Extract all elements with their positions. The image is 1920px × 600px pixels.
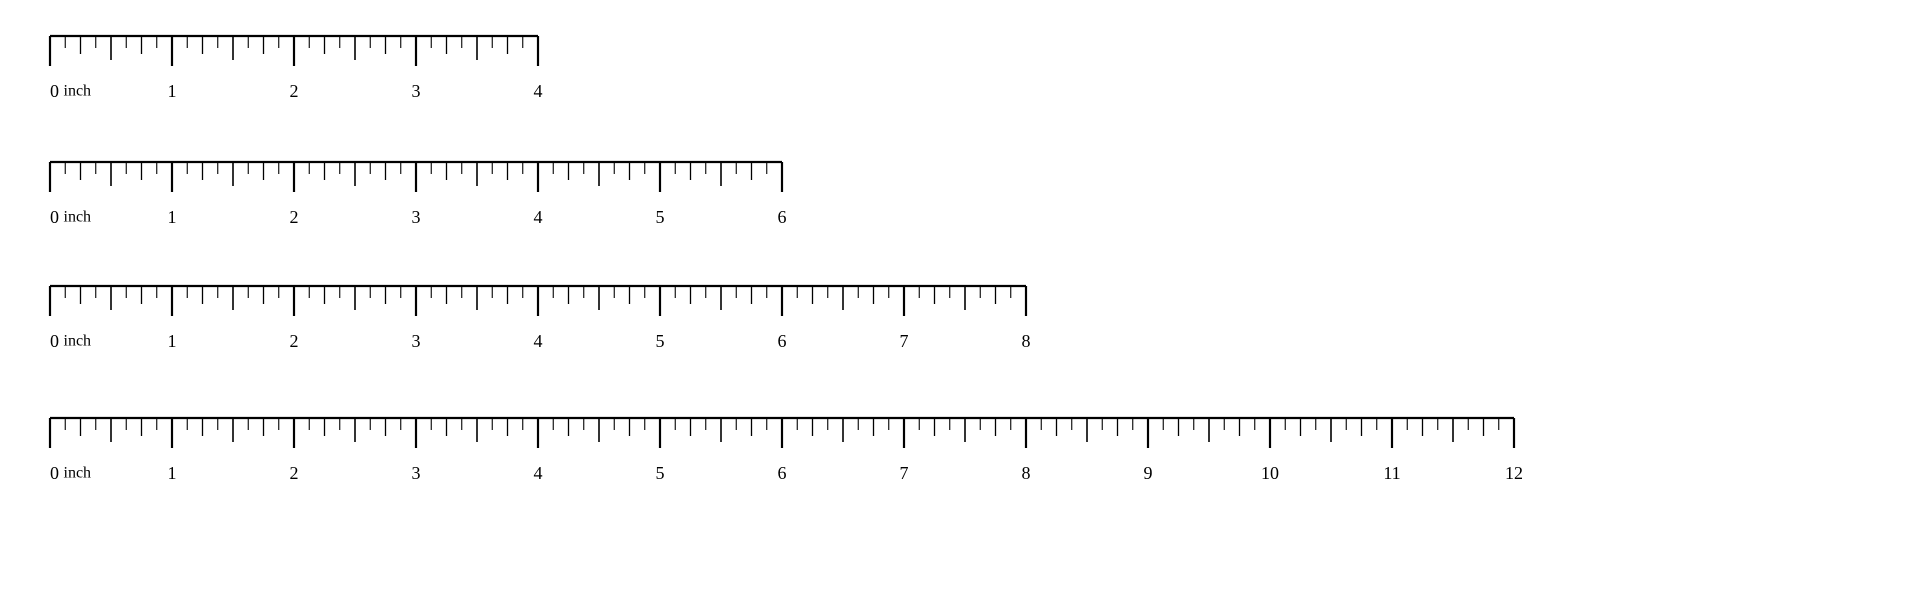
ruler-label-0: 0 — [50, 207, 59, 227]
ruler-label-2: 2 — [290, 463, 299, 483]
ruler-label-10: 10 — [1261, 463, 1279, 483]
ruler-label-1: 1 — [168, 463, 177, 483]
ruler-label-2: 2 — [290, 207, 299, 227]
ruler-label-6: 6 — [778, 331, 787, 351]
ruler-label-2: 2 — [290, 81, 299, 101]
ruler-label-8: 8 — [1022, 331, 1031, 351]
ruler-label-7: 7 — [900, 463, 909, 483]
ruler-unit-label: inch — [64, 82, 92, 99]
ruler-label-4: 4 — [534, 81, 543, 101]
ruler-label-12: 12 — [1505, 463, 1523, 483]
ruler-8in: 0 inch 1 2 3 4 5 6 7 8 — [48, 286, 1028, 358]
ruler-unit-label: inch — [64, 464, 92, 481]
ruler-12in: 0inch123456789101112 — [48, 418, 1516, 490]
ruler-label-5: 5 — [656, 463, 665, 483]
ruler-label-3: 3 — [412, 207, 421, 227]
ruler-label-6: 6 — [778, 463, 787, 483]
ruler-unit-label: inch — [64, 208, 92, 225]
ruler-label-0: 0 — [50, 331, 59, 351]
ruler-label-1: 1 — [168, 207, 177, 227]
ruler-label-3: 3 — [412, 331, 421, 351]
ruler-label-1: 1 — [168, 81, 177, 101]
ruler-label-0: 0 — [50, 463, 59, 483]
ruler-set: 0inch12340inch1234560inch123456780inch12… — [0, 0, 1920, 600]
ruler-label-8: 8 — [1022, 463, 1031, 483]
ruler-label-2: 2 — [290, 331, 299, 351]
ruler-label-1: 1 — [168, 331, 177, 351]
ruler-label-4: 4 — [534, 207, 543, 227]
ruler-label-11: 11 — [1383, 463, 1400, 483]
ruler-label-0: 0 — [50, 81, 59, 101]
ruler-unit-label: inch — [64, 332, 92, 349]
ruler-label-7: 7 — [900, 331, 909, 351]
ruler-label-3: 3 — [412, 81, 421, 101]
ruler-6in: 0 inch 1 2 3 4 5 6 — [48, 162, 784, 234]
ruler-label-5: 5 — [656, 331, 665, 351]
ruler-label-5: 5 — [656, 207, 665, 227]
ruler-label-4: 4 — [534, 463, 543, 483]
ruler-4in: 0 inch 1 2 3 4 — [48, 36, 540, 108]
ruler-label-3: 3 — [412, 463, 421, 483]
ruler-label-4: 4 — [534, 331, 543, 351]
ruler-label-9: 9 — [1144, 463, 1153, 483]
ruler-label-6: 6 — [778, 207, 787, 227]
